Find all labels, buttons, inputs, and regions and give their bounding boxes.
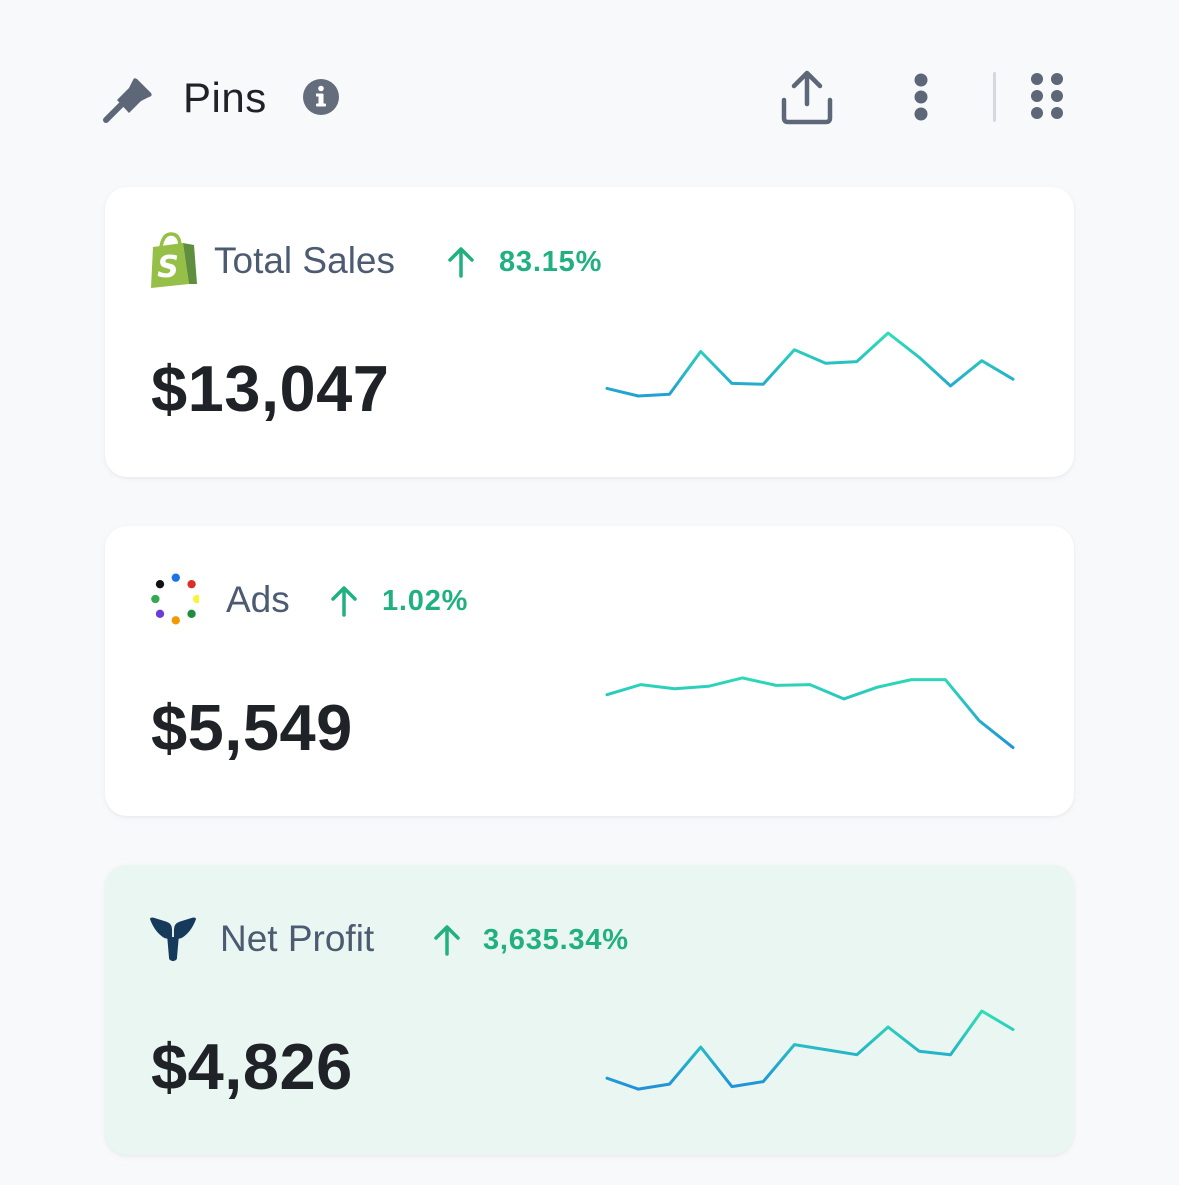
shopify-icon: S	[151, 232, 197, 288]
more-options-button[interactable]	[900, 70, 942, 126]
pins-header: Pins	[0, 0, 1179, 190]
metric-value: $5,549	[151, 691, 353, 764]
pin-icon	[103, 78, 152, 123]
card-label: Total Sales	[214, 240, 395, 281]
ads-dots-icon	[151, 573, 199, 625]
sparkline-chart	[605, 331, 1015, 398]
arrow-up-icon	[448, 247, 474, 278]
sparkline-series	[605, 1009, 1015, 1091]
header-divider	[993, 72, 996, 122]
metric-value: $4,826	[151, 1030, 353, 1103]
metric-card-net-profit[interactable]: Net Profit 3,635.34% $4,826	[105, 865, 1074, 1155]
metric-card-total-sales[interactable]: S Total Sales 83.15% $13,047	[105, 187, 1074, 477]
arrow-up-icon	[434, 925, 460, 956]
trend-percentage: 3,635.34%	[483, 924, 629, 956]
trend-percentage: 83.15%	[499, 246, 603, 278]
metric-value: $13,047	[151, 352, 390, 425]
sparkline-chart	[605, 676, 1015, 750]
page-title: Pins	[183, 74, 267, 121]
drag-grid-button[interactable]	[1027, 70, 1073, 122]
svg-text:S: S	[157, 250, 179, 285]
card-label: Ads	[226, 579, 290, 620]
share-button[interactable]	[775, 68, 839, 128]
sparkline-series	[605, 331, 1015, 398]
sparkline-chart	[605, 1009, 1015, 1091]
metric-card-ads[interactable]: Ads 1.02% $5,549	[105, 526, 1074, 816]
arrow-up-icon	[331, 586, 357, 617]
sparkline-series	[605, 676, 1015, 750]
card-label: Net Profit	[220, 918, 375, 959]
trend-percentage: 1.02%	[382, 585, 469, 617]
triple-whale-icon	[149, 917, 197, 962]
info-icon[interactable]	[303, 79, 339, 115]
